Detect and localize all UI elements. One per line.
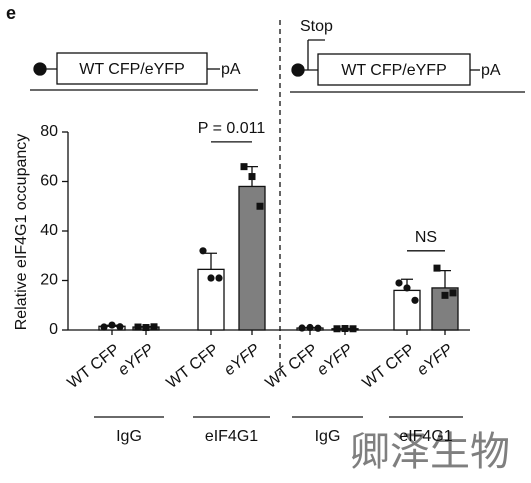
construct-insert: Stop <box>300 18 333 35</box>
data-point <box>349 325 357 333</box>
data-point <box>256 202 264 210</box>
data-point <box>298 324 306 332</box>
data-point <box>199 247 207 255</box>
construct-label: WT CFP/eYFP <box>79 61 185 78</box>
data-point <box>207 274 215 282</box>
data-point <box>248 173 256 181</box>
x-tick-label: WT CFP <box>360 341 419 392</box>
data-point <box>108 321 116 329</box>
data-point <box>134 323 142 331</box>
data-point <box>100 323 108 331</box>
data-point <box>341 325 349 333</box>
data-point <box>116 323 124 331</box>
x-tick-label: eYFP <box>115 341 157 379</box>
data-point <box>403 284 411 292</box>
y-tick-label: 40 <box>40 222 58 239</box>
data-point <box>449 289 457 297</box>
group-label: IgG <box>315 428 341 445</box>
data-point <box>433 264 441 272</box>
group-label: eIF4G1 <box>205 428 258 445</box>
y-tick-label: 60 <box>40 173 58 190</box>
panel-label: e <box>6 3 16 23</box>
annotation: P = 0.011 <box>198 120 266 137</box>
error-bar <box>439 269 451 288</box>
annotation: NS <box>415 229 437 246</box>
y-tick-label: 80 <box>40 123 58 140</box>
x-tick-label: eYFP <box>414 341 456 379</box>
construct-label: WT CFP/eYFP <box>341 62 447 79</box>
x-tick-label: WT CFP <box>164 341 223 392</box>
y-axis-label: Relative eIF4G1 occupancy <box>13 134 30 331</box>
x-tick-label: WT CFP <box>263 341 322 392</box>
error-bar <box>205 252 217 270</box>
group-label: eIF4G1 <box>399 428 452 445</box>
data-point <box>240 163 248 171</box>
data-point <box>333 325 341 333</box>
construct-tail: pA <box>481 62 501 79</box>
bar <box>393 289 421 331</box>
y-tick-label: 0 <box>49 321 58 338</box>
data-point <box>150 323 158 331</box>
construct-tail: pA <box>221 61 241 78</box>
x-tick-label: eYFP <box>221 341 263 379</box>
y-tick-label: 20 <box>40 272 58 289</box>
data-point <box>395 279 403 287</box>
data-point <box>142 324 150 332</box>
data-point <box>306 323 314 332</box>
construct-diagram <box>30 39 525 93</box>
data-point <box>441 291 449 299</box>
group-label: IgG <box>116 428 142 445</box>
bar <box>238 185 266 331</box>
watermark: 卿泽生物 <box>350 429 510 475</box>
data-point <box>314 324 322 332</box>
data-point <box>411 296 419 304</box>
x-tick-label: WT CFP <box>65 341 124 392</box>
x-tick-label: eYFP <box>314 341 356 379</box>
data-point <box>215 274 223 282</box>
